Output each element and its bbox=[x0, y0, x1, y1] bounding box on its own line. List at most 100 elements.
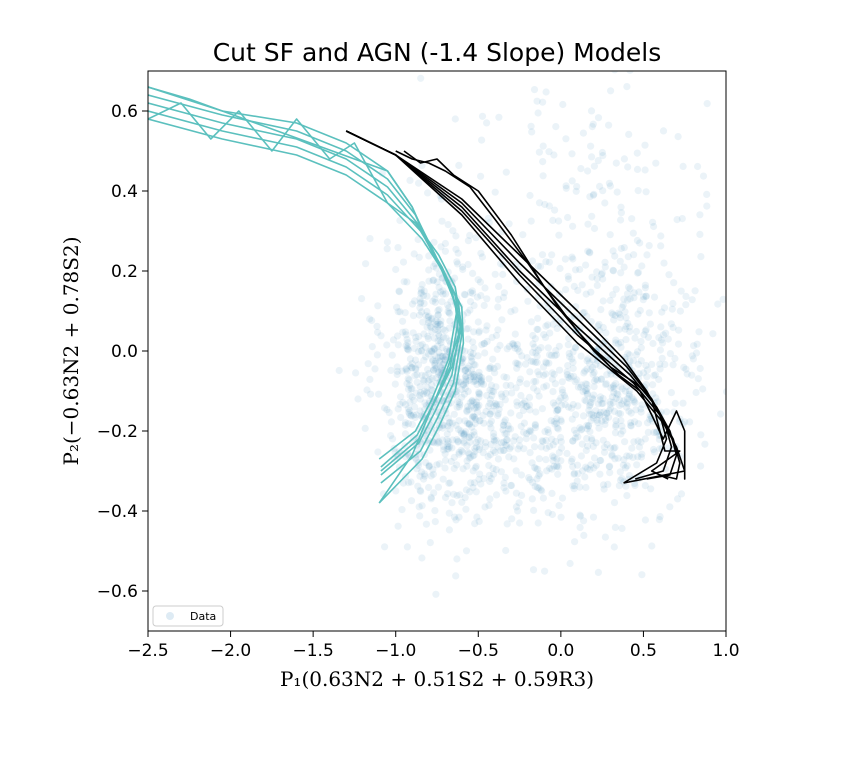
data-point bbox=[650, 293, 659, 301]
data-point bbox=[431, 295, 439, 303]
data-point bbox=[511, 330, 519, 338]
data-point bbox=[542, 382, 551, 390]
data-point bbox=[657, 323, 665, 331]
data-point bbox=[615, 482, 624, 490]
data-point bbox=[458, 448, 466, 456]
data-point bbox=[522, 435, 530, 443]
data-point bbox=[489, 447, 498, 455]
data-point bbox=[608, 309, 616, 317]
data-point bbox=[485, 501, 493, 509]
data-point bbox=[641, 482, 649, 490]
data-point bbox=[609, 266, 617, 274]
data-point bbox=[411, 413, 419, 422]
data-point bbox=[637, 408, 645, 416]
data-point bbox=[468, 357, 476, 365]
data-point bbox=[587, 288, 595, 296]
data-point bbox=[601, 199, 609, 207]
data-point bbox=[645, 242, 653, 250]
data-point bbox=[695, 328, 703, 336]
data-point bbox=[352, 369, 360, 377]
data-point bbox=[478, 136, 486, 144]
data-point bbox=[464, 309, 472, 317]
data-point bbox=[423, 292, 431, 300]
data-point bbox=[529, 566, 538, 574]
data-point bbox=[674, 340, 683, 348]
data-point bbox=[596, 408, 605, 416]
data-point bbox=[656, 360, 664, 368]
data-point bbox=[553, 455, 561, 463]
data-point bbox=[610, 499, 619, 507]
data-point bbox=[518, 352, 526, 360]
data-point bbox=[481, 443, 489, 451]
data-point bbox=[601, 414, 610, 422]
data-point bbox=[593, 416, 601, 424]
data-point bbox=[634, 310, 642, 318]
data-point bbox=[455, 399, 464, 407]
data-point bbox=[692, 349, 701, 357]
data-point bbox=[686, 418, 694, 426]
data-point bbox=[623, 290, 632, 298]
data-point bbox=[488, 407, 496, 415]
data-point bbox=[703, 202, 711, 210]
data-point bbox=[541, 21, 548, 28]
data-point bbox=[471, 444, 479, 453]
data-point bbox=[539, 438, 547, 446]
data-point bbox=[490, 402, 498, 410]
data-point bbox=[465, 450, 473, 458]
data-point bbox=[477, 437, 485, 445]
data-point bbox=[605, 407, 613, 415]
data-point bbox=[434, 439, 442, 447]
data-point bbox=[627, 421, 635, 429]
data-point bbox=[578, 467, 587, 475]
data-point bbox=[562, 184, 570, 192]
data-point bbox=[500, 484, 508, 492]
x-tick-label: −2.5 bbox=[127, 641, 168, 661]
data-point bbox=[598, 400, 606, 408]
data-point bbox=[522, 402, 530, 410]
data-point bbox=[580, 531, 588, 540]
data-point bbox=[564, 341, 572, 349]
data-point bbox=[637, 438, 645, 446]
data-point bbox=[541, 333, 550, 342]
data-point bbox=[490, 365, 498, 373]
data-point bbox=[607, 87, 615, 95]
data-point bbox=[464, 237, 472, 245]
data-point bbox=[562, 286, 570, 294]
x-axis-ticks: −2.5 −2.0 −1.5 −1.0 −0.5 0.0 0.5 1.0 bbox=[127, 631, 740, 661]
data-point bbox=[579, 412, 588, 420]
data-point bbox=[537, 262, 545, 271]
data-point bbox=[477, 380, 485, 388]
data-point bbox=[634, 360, 643, 368]
data-point bbox=[612, 423, 620, 431]
data-point bbox=[507, 482, 515, 490]
data-point bbox=[771, 209, 778, 216]
data-point bbox=[633, 236, 642, 245]
data-point bbox=[392, 265, 400, 274]
data-point bbox=[462, 379, 470, 387]
data-point bbox=[564, 275, 573, 283]
data-point bbox=[596, 456, 604, 465]
data-point bbox=[487, 381, 496, 389]
data-point bbox=[437, 339, 445, 347]
data-point bbox=[723, 388, 726, 396]
data-point bbox=[463, 325, 471, 333]
data-point bbox=[634, 420, 643, 428]
data-point bbox=[568, 355, 576, 363]
data-point bbox=[590, 377, 599, 385]
data-point bbox=[609, 383, 617, 391]
data-point bbox=[478, 341, 486, 349]
data-point bbox=[432, 290, 440, 298]
data-point bbox=[612, 421, 620, 429]
data-point bbox=[569, 358, 577, 366]
data-point bbox=[425, 266, 433, 274]
data-point bbox=[492, 436, 500, 444]
data-point bbox=[483, 391, 491, 400]
data-point bbox=[616, 314, 624, 322]
data-point bbox=[366, 235, 374, 243]
data-point bbox=[486, 410, 494, 418]
data-point bbox=[635, 443, 644, 451]
data-point bbox=[571, 343, 579, 351]
data-point bbox=[582, 380, 590, 388]
data-point bbox=[511, 260, 520, 268]
data-point bbox=[412, 365, 420, 373]
